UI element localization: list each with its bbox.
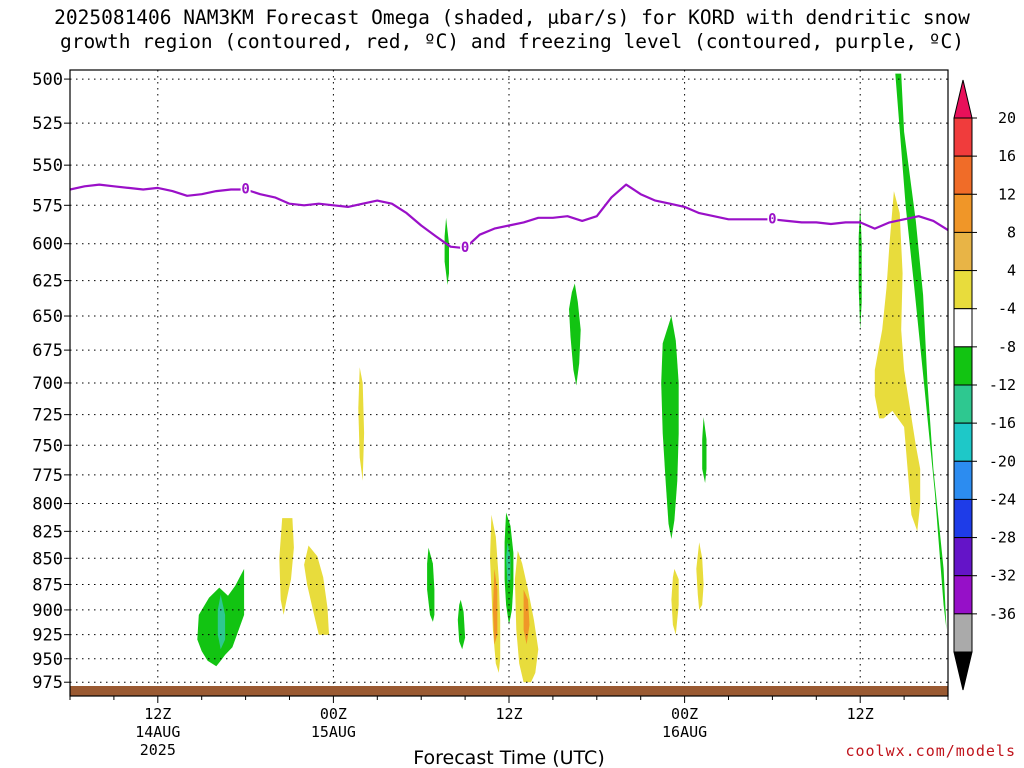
y-tick-label: 550 [32, 156, 63, 176]
x-tick-label: 00Z [671, 705, 698, 723]
freezing-level-label: 0 [241, 181, 249, 197]
omega-region-14 [304, 545, 329, 635]
colorbar-box [953, 117, 973, 157]
y-tick-label: 725 [32, 406, 63, 426]
colorbar-label: -12 [989, 376, 1016, 394]
y-tick-label: 975 [32, 673, 63, 693]
omega-region-13 [279, 518, 294, 615]
omega-region-12 [874, 191, 921, 532]
y-tick-label: 500 [32, 70, 63, 90]
chart-title-line-1: 2025081406 NAM3KM Forecast Omega (shaded… [54, 6, 970, 29]
colorbar-label: 16 [998, 147, 1016, 165]
omega-region-18 [696, 542, 704, 610]
colorbar-top-arrow [953, 79, 973, 119]
colorbar-box [953, 537, 973, 577]
y-tick-label: 875 [32, 575, 63, 595]
y-tick-label: 625 [32, 272, 63, 292]
colorbar-label: 20 [998, 109, 1016, 127]
x-axis-title: Forecast Time (UTC) [413, 747, 604, 768]
colorbar-bottom-arrow [953, 651, 973, 691]
colorbar-label: 4 [1007, 262, 1016, 280]
y-tick-label: 800 [32, 495, 63, 515]
y-tick-label: 825 [32, 522, 63, 542]
omega-region-11 [506, 542, 511, 585]
y-tick-label: 600 [32, 235, 63, 255]
x-tick-label: 14AUG [135, 723, 180, 741]
freezing-level-contour: 0 0 0 [70, 181, 948, 256]
y-tick-label: 650 [32, 307, 63, 327]
plot-frame [69, 69, 949, 697]
freezing-level-label: 0 [461, 240, 469, 256]
x-tick-label: 00Z [320, 705, 347, 723]
colorbar-box [953, 575, 973, 615]
omega-shaded-regions [197, 73, 947, 683]
y-tick-label: 850 [32, 549, 63, 569]
y-tick-label: 700 [32, 374, 63, 394]
y-tick-label: 525 [32, 114, 63, 134]
omega-region-3 [569, 283, 581, 386]
colorbar-box [953, 498, 973, 539]
colorbar-label: -4 [998, 300, 1016, 318]
site-credit: coolwx.com/models [845, 742, 1016, 760]
y-tick-label: 925 [32, 626, 63, 646]
omega-region-21 [523, 589, 530, 645]
x-tick-label: 12Z [847, 705, 874, 723]
y-axis-labels: 500 525 550 575 600 625 650 675 700 725 750 775 800 8… [32, 70, 63, 693]
omega-region-7 [702, 417, 707, 483]
freezing-level-label: 0 [768, 211, 776, 227]
chart-title-line-2: growth region (contoured, red, ºC) and f… [60, 30, 964, 53]
colorbar-label: -32 [989, 567, 1016, 585]
colorbar-label: -36 [989, 605, 1016, 623]
colorbar-box [953, 155, 973, 195]
colorbar-box [953, 422, 973, 462]
colorbar-box [953, 384, 973, 424]
colorbar-box [953, 613, 973, 653]
omega-region-8 [444, 217, 449, 285]
colorbar-box [953, 460, 973, 500]
y-tick-label: 575 [32, 196, 63, 216]
colorbar-box [953, 308, 973, 348]
colorbar-label: -8 [998, 338, 1016, 356]
y-tick-label: 950 [32, 650, 63, 670]
omega-region-0 [895, 73, 947, 630]
colorbar-label: -20 [989, 452, 1016, 470]
freezing-label-bg [767, 211, 778, 226]
freezing-label-bg [460, 240, 471, 255]
colorbar-label: -16 [989, 414, 1016, 432]
omega-region-9 [858, 205, 862, 330]
omega-colorbar: 20 16 12 8 4 -4 -8 -12 -16 -20 -24 -28 -32 -36 [953, 79, 1016, 691]
colorbar-label: -28 [989, 529, 1016, 547]
freezing-level-line [70, 183, 948, 250]
x-tick-label: 16AUG [662, 723, 707, 741]
x-tick-label: 12Z [144, 705, 171, 723]
colorbar-label: 8 [1007, 223, 1016, 241]
plot-grid [64, 70, 949, 703]
colorbar-box [953, 270, 973, 310]
omega-region-6 [457, 599, 466, 650]
omega-region-2 [661, 316, 679, 539]
colorbar-box [953, 346, 973, 386]
y-tick-label: 750 [32, 436, 63, 456]
y-tick-label: 900 [32, 601, 63, 621]
omega-region-10 [217, 594, 226, 650]
omega-region-17 [358, 367, 365, 481]
x-tick-label: 2025 [140, 741, 176, 759]
freezing-label-bg [240, 181, 251, 196]
colorbar-box [953, 193, 973, 233]
x-tick-label: 15AUG [311, 723, 356, 741]
omega-region-19 [671, 568, 679, 635]
omega-region-20 [492, 568, 498, 645]
y-tick-label: 675 [32, 341, 63, 361]
colorbar-box [953, 231, 973, 272]
colorbar-label: 12 [998, 185, 1016, 203]
x-tick-label: 12Z [495, 705, 522, 723]
terrain-ground-strip [70, 686, 948, 696]
y-tick-label: 775 [32, 466, 63, 486]
colorbar-label: -24 [989, 490, 1016, 508]
